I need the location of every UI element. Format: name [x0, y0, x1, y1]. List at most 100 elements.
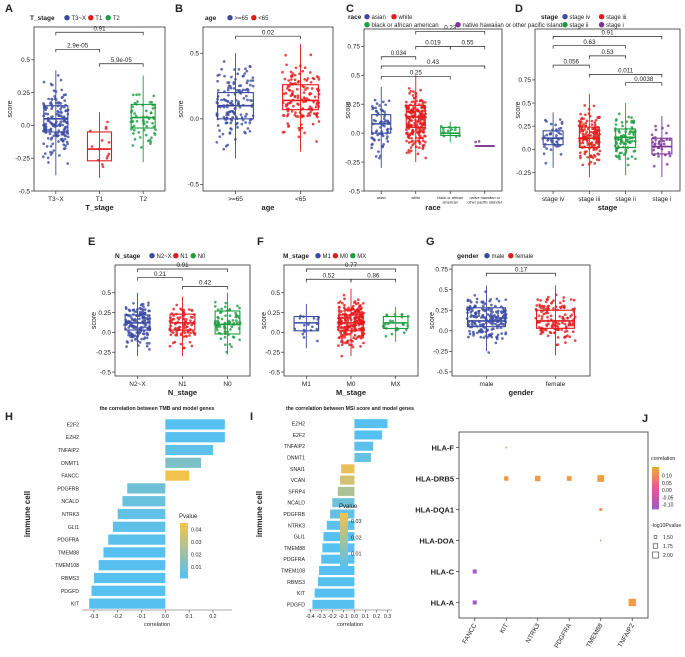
data-point — [482, 322, 486, 326]
data-point — [617, 112, 621, 116]
data-point — [222, 60, 226, 63]
data-point — [504, 298, 508, 302]
colorbar-segment — [180, 528, 188, 532]
legend-item: white — [398, 15, 414, 21]
data-point — [614, 140, 618, 143]
data-point — [439, 124, 443, 128]
data-point — [64, 93, 68, 96]
data-point — [650, 133, 654, 137]
data-point — [285, 63, 288, 67]
y-axis-label: score — [261, 312, 268, 329]
significance-bracket — [486, 272, 556, 277]
data-point — [140, 145, 143, 149]
data-point — [296, 115, 300, 118]
data-point — [625, 120, 629, 124]
data-point — [127, 326, 130, 329]
data-point — [491, 321, 495, 324]
x-tick-label: -0.2 — [113, 614, 122, 620]
colorbar-segment — [652, 504, 659, 508]
data-point — [175, 331, 179, 335]
data-point — [361, 301, 365, 305]
data-point — [381, 324, 385, 328]
data-point — [41, 155, 45, 159]
correlation-bar — [341, 464, 355, 474]
data-point — [583, 152, 587, 156]
legend-item: N0 — [198, 254, 206, 260]
data-point — [129, 331, 132, 335]
data-point — [302, 91, 306, 94]
colorbar-segment — [340, 521, 348, 525]
panel-label: G — [426, 236, 435, 248]
size-legend-swatch — [652, 543, 659, 549]
data-point — [42, 105, 46, 109]
data-point — [49, 129, 53, 132]
data-point — [311, 76, 315, 80]
x-tick-label: -0.4 — [306, 614, 315, 620]
y-tick-label: NCALD — [287, 501, 305, 507]
data-point — [249, 98, 252, 102]
colorbar-segment — [180, 569, 188, 573]
data-point — [549, 131, 553, 135]
data-point — [223, 330, 227, 334]
data-point — [66, 135, 70, 139]
data-point — [349, 318, 353, 322]
data-point — [219, 310, 223, 314]
data-point — [418, 119, 422, 123]
legend-item: T3~X — [72, 16, 87, 22]
data-point — [378, 154, 382, 158]
data-point — [384, 334, 388, 338]
y-tick-label: 0.5 — [522, 100, 531, 107]
data-point — [384, 103, 388, 107]
y-tick-label: RBMS3 — [287, 580, 305, 586]
x-tick-label: NTRK3 — [525, 622, 542, 644]
data-point — [221, 132, 225, 136]
correlation-marker — [599, 508, 603, 511]
data-point — [448, 125, 451, 129]
colorbar-segment — [652, 475, 659, 478]
data-point — [593, 143, 596, 147]
data-point — [54, 98, 58, 101]
data-point — [62, 105, 66, 109]
data-point — [312, 316, 316, 320]
data-point — [239, 113, 243, 117]
data-point — [245, 69, 249, 73]
data-point — [473, 293, 477, 297]
p-value-label: 0.53 — [601, 49, 614, 56]
data-point — [598, 132, 601, 136]
y-tick-label: HLA-A — [431, 599, 455, 608]
data-point — [295, 87, 299, 91]
data-point — [568, 335, 572, 339]
y-tick-label: KIT — [71, 602, 80, 608]
data-point — [297, 135, 301, 139]
data-point — [282, 113, 285, 117]
data-point — [246, 90, 250, 94]
colorbar-segment — [652, 502, 659, 506]
size-legend-label: 1.50 — [663, 535, 673, 541]
data-point — [408, 91, 411, 95]
data-point — [584, 124, 587, 128]
significance-bracket — [235, 35, 301, 40]
correlation-bar — [93, 572, 166, 584]
data-point — [617, 129, 621, 133]
data-point — [190, 344, 194, 348]
data-point — [481, 301, 485, 304]
data-point — [378, 104, 381, 107]
data-point — [666, 124, 670, 128]
data-point — [555, 134, 558, 137]
data-point — [407, 120, 411, 124]
data-point — [629, 130, 633, 133]
data-point — [316, 89, 320, 93]
data-point — [542, 312, 546, 316]
data-point — [626, 163, 630, 167]
box-group — [213, 292, 242, 355]
p-value-label: 0.17 — [515, 266, 528, 273]
data-point — [585, 139, 589, 142]
box-group — [577, 93, 602, 178]
data-point — [423, 118, 426, 122]
data-point — [215, 328, 219, 332]
data-point — [234, 115, 238, 118]
data-point — [46, 156, 50, 160]
data-point — [361, 334, 365, 338]
data-point — [544, 300, 548, 304]
y-tick-label: TNFAIP2 — [58, 448, 79, 454]
